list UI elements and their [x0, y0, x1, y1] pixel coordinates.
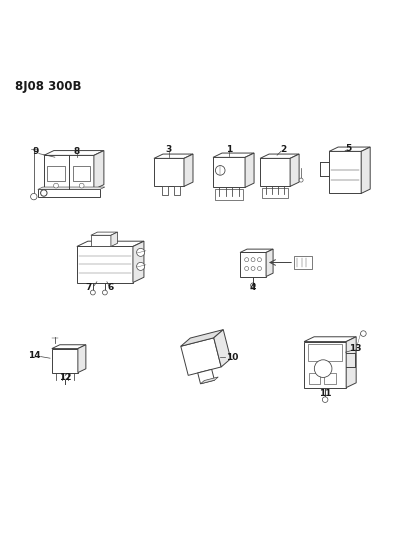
Circle shape [79, 183, 84, 188]
Polygon shape [197, 369, 214, 384]
Text: 6: 6 [107, 283, 114, 292]
FancyBboxPatch shape [38, 189, 100, 197]
Polygon shape [111, 232, 117, 246]
Text: 8J08 300B: 8J08 300B [15, 80, 81, 93]
Polygon shape [183, 154, 192, 187]
Circle shape [53, 183, 58, 188]
Polygon shape [200, 377, 218, 384]
Circle shape [40, 190, 47, 196]
Polygon shape [290, 154, 298, 187]
Polygon shape [345, 337, 355, 387]
Polygon shape [180, 329, 223, 346]
Text: 5: 5 [344, 144, 350, 153]
Circle shape [360, 331, 365, 336]
Polygon shape [94, 150, 104, 189]
FancyBboxPatch shape [260, 158, 290, 187]
FancyBboxPatch shape [91, 235, 111, 246]
Polygon shape [180, 338, 221, 375]
Circle shape [298, 178, 303, 182]
Circle shape [257, 257, 261, 262]
Text: 13: 13 [348, 344, 360, 353]
Circle shape [244, 266, 248, 271]
FancyBboxPatch shape [293, 256, 311, 269]
FancyBboxPatch shape [307, 344, 341, 361]
Circle shape [250, 266, 254, 271]
FancyBboxPatch shape [173, 187, 180, 195]
FancyBboxPatch shape [324, 373, 335, 384]
FancyBboxPatch shape [153, 158, 183, 187]
Circle shape [250, 283, 255, 288]
Polygon shape [260, 154, 298, 158]
Polygon shape [213, 153, 254, 157]
Polygon shape [77, 241, 144, 246]
Text: 2: 2 [279, 144, 286, 154]
FancyBboxPatch shape [72, 166, 90, 181]
Circle shape [257, 266, 261, 271]
FancyBboxPatch shape [47, 166, 65, 181]
Circle shape [215, 166, 224, 175]
Circle shape [90, 290, 95, 295]
FancyBboxPatch shape [161, 187, 168, 195]
Circle shape [30, 193, 37, 200]
Text: 12: 12 [58, 373, 71, 382]
Polygon shape [78, 345, 86, 373]
FancyBboxPatch shape [52, 349, 78, 373]
FancyBboxPatch shape [261, 188, 288, 198]
FancyBboxPatch shape [44, 156, 94, 189]
Circle shape [313, 360, 331, 377]
Circle shape [250, 257, 254, 262]
FancyBboxPatch shape [303, 342, 345, 387]
Polygon shape [239, 249, 273, 253]
FancyBboxPatch shape [213, 157, 245, 188]
Polygon shape [303, 337, 355, 342]
Polygon shape [153, 154, 192, 158]
Text: 1: 1 [225, 144, 232, 154]
Polygon shape [52, 345, 86, 349]
Circle shape [322, 397, 327, 402]
Polygon shape [265, 249, 273, 277]
Text: 11: 11 [318, 389, 330, 398]
FancyBboxPatch shape [308, 373, 320, 384]
Text: 9: 9 [32, 147, 39, 156]
Circle shape [136, 248, 144, 256]
Text: 10: 10 [226, 352, 238, 361]
Text: 4: 4 [249, 283, 256, 292]
Polygon shape [328, 147, 369, 151]
Circle shape [136, 262, 144, 270]
Text: 8: 8 [74, 147, 80, 156]
Polygon shape [44, 150, 104, 156]
FancyBboxPatch shape [239, 253, 265, 277]
Polygon shape [91, 232, 117, 235]
Circle shape [244, 257, 248, 262]
Polygon shape [213, 329, 230, 367]
Text: 14: 14 [28, 351, 40, 360]
Polygon shape [38, 187, 104, 189]
FancyBboxPatch shape [215, 189, 243, 200]
Text: 3: 3 [165, 144, 172, 154]
Circle shape [102, 290, 107, 295]
Polygon shape [245, 153, 254, 188]
FancyBboxPatch shape [328, 151, 360, 193]
Text: 7: 7 [85, 283, 92, 292]
Polygon shape [132, 241, 144, 282]
FancyBboxPatch shape [77, 246, 132, 282]
Polygon shape [360, 147, 369, 193]
